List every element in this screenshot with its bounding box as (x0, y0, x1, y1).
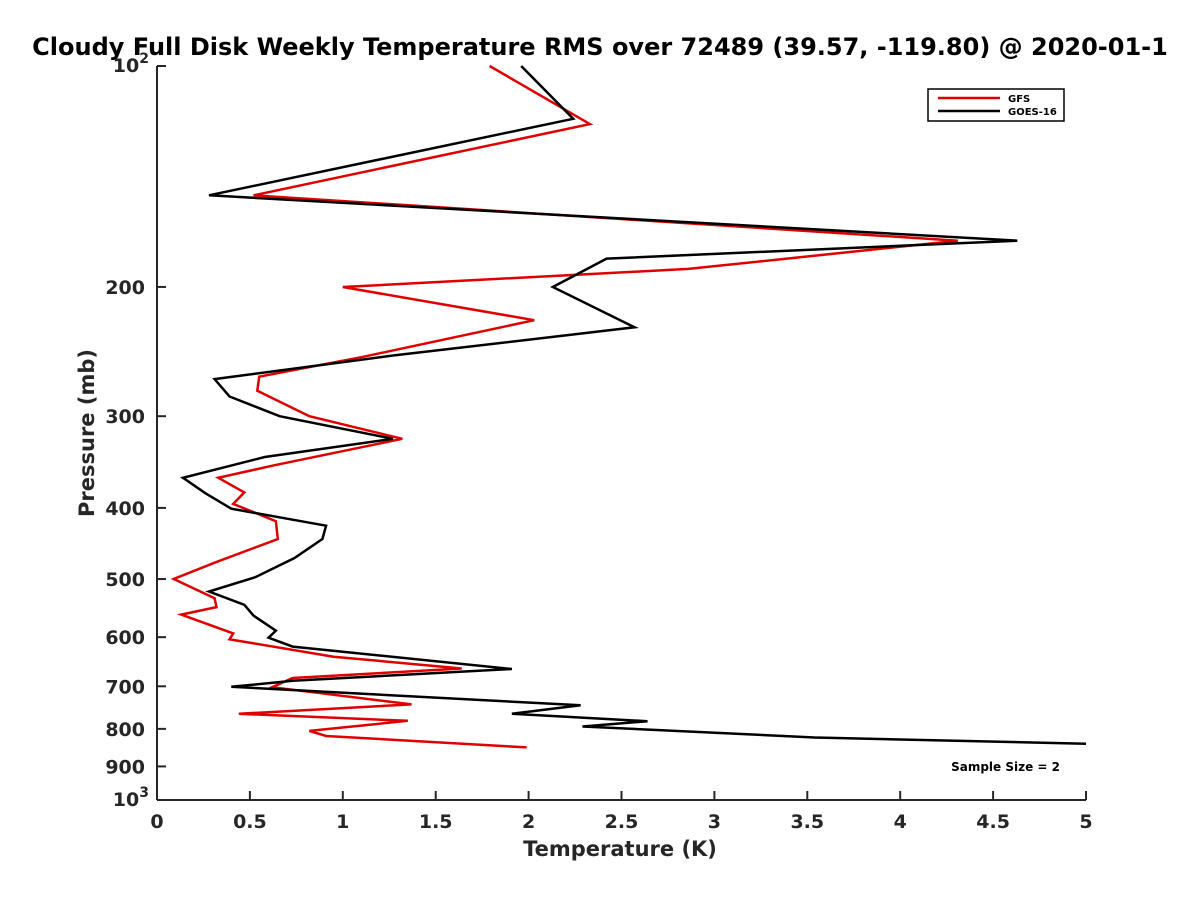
series-lines (170, 64, 1087, 749)
series-line-gfs (170, 64, 958, 749)
x-tick-label: 3.5 (790, 811, 824, 833)
y-tick-label: 103 (113, 785, 149, 811)
x-tick-label: 4 (894, 811, 907, 833)
x-tick-label: 0.5 (233, 811, 267, 833)
legend-box (927, 88, 1065, 122)
x-tick-label: 2 (522, 811, 535, 833)
y-tick-label: 600 (105, 627, 145, 649)
x-tick-label: 1 (336, 811, 349, 833)
y-tick-label: 900 (105, 756, 145, 778)
x-tick-label: 3 (708, 811, 721, 833)
sample-size-annotation: Sample Size = 2 (951, 760, 1060, 774)
x-tick-label: 0 (150, 811, 163, 833)
x-tick-label: 5 (1079, 811, 1092, 833)
x-tick-label: 2.5 (605, 811, 639, 833)
y-tick-label: 500 (105, 569, 145, 591)
y-tick-label: 700 (105, 676, 145, 698)
x-tick-label: 4.5 (976, 811, 1010, 833)
y-axis-label: Pressure (mb) (75, 349, 99, 517)
y-tick-label: 200 (105, 277, 145, 299)
legend-label: GOES-16 (1008, 107, 1057, 118)
legend-label: GFS (1008, 94, 1030, 105)
legend: GFS GOES-16 (927, 88, 1065, 122)
x-axis-label: Temperature (K) (523, 837, 717, 861)
y-tick-label: 400 (105, 498, 145, 520)
series-line-goes-16 (180, 65, 1087, 745)
y-tick-label: 102 (113, 51, 149, 77)
y-tick-label: 300 (105, 406, 145, 428)
axes: 0 0.5 1 1.5 2 2.5 3 3.5 4 4.5 5 102 200 300 400 500 600 7… (105, 51, 1092, 833)
chart-title: Cloudy Full Disk Weekly Temperature RMS … (32, 33, 1168, 61)
x-tick-label: 1.5 (419, 811, 453, 833)
y-tick-label: 800 (105, 719, 145, 741)
